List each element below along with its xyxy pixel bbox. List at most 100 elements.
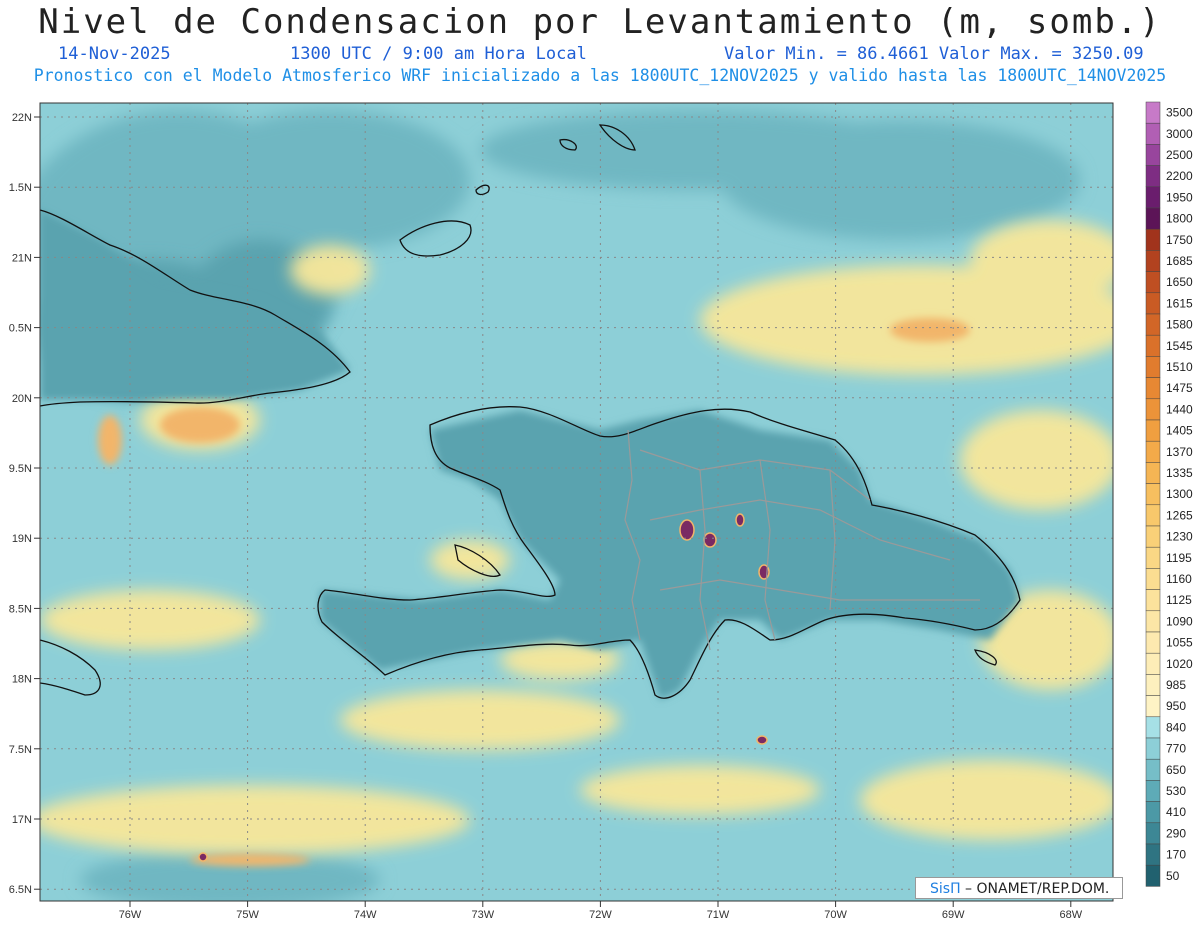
min-max-values: Valor Min. = 86.4661 Valor Max. = 3250.0… xyxy=(724,44,1144,64)
lon-tick-label: 75W xyxy=(236,909,259,921)
colorbar-swatch xyxy=(1145,101,1161,124)
colorbar-swatch xyxy=(1145,122,1161,145)
colorbar-label: 1800 xyxy=(1166,212,1193,226)
colorbar-label: 1265 xyxy=(1166,508,1193,522)
colorbar-label: 2500 xyxy=(1166,148,1193,162)
colorbar: 3500 3000 2500 2200 1950 1800 1750 1685 1650 1615… xyxy=(1145,101,1193,887)
colorbar-swatch xyxy=(1145,716,1161,739)
colorbar-swatch xyxy=(1145,334,1161,357)
colorbar-label: 770 xyxy=(1166,742,1186,756)
colorbar-label: 1440 xyxy=(1166,402,1193,416)
colorbar-label: 3000 xyxy=(1166,127,1193,141)
colorbar-swatch xyxy=(1145,525,1161,548)
colorbar-swatch xyxy=(1145,737,1161,760)
colorbar-label: 1055 xyxy=(1166,636,1193,650)
lat-tick-label: 1.5N xyxy=(9,182,32,194)
lon-tick-label: 73W xyxy=(471,909,494,921)
colorbar-label: 1650 xyxy=(1166,275,1193,289)
colorbar-label: 1685 xyxy=(1166,254,1193,268)
colorbar-label: 1475 xyxy=(1166,381,1193,395)
colorbar-label: 50 xyxy=(1166,869,1180,883)
forecast-date: 14-Nov-2025 xyxy=(58,44,171,64)
colorbar-swatch xyxy=(1145,483,1161,506)
colorbar-label: 1370 xyxy=(1166,445,1193,459)
colorbar-swatch xyxy=(1145,440,1161,463)
colorbar-swatch xyxy=(1145,144,1161,166)
colorbar-swatch xyxy=(1145,504,1161,527)
colorbar-label: 1090 xyxy=(1166,614,1193,628)
colorbar-swatch xyxy=(1145,758,1161,781)
colorbar-swatch xyxy=(1145,207,1161,230)
colorbar-label: 1615 xyxy=(1166,296,1193,310)
colorbar-swatch xyxy=(1145,610,1161,633)
colorbar-label: 1300 xyxy=(1166,487,1193,501)
province-borders xyxy=(624,429,980,651)
colorbar-swatch xyxy=(1145,398,1161,421)
lon-tick-label: 68W xyxy=(1059,909,1082,921)
colorbar-label: 2200 xyxy=(1166,169,1193,183)
colorbar-label: 650 xyxy=(1166,763,1186,777)
lon-tick-label: 76W xyxy=(119,909,142,921)
colorbar-label: 985 xyxy=(1166,678,1186,692)
colorbar-swatch xyxy=(1145,822,1161,845)
colorbar-label: 1020 xyxy=(1166,657,1193,671)
map-title: Nivel de Condensacion por Levantamiento … xyxy=(38,2,1162,42)
lat-tick-label: 0.5N xyxy=(9,323,32,335)
colorbar-swatch xyxy=(1145,419,1161,442)
colorbar-label: 840 xyxy=(1166,720,1186,734)
colorbar-swatch xyxy=(1145,165,1161,188)
credit-text: – ONAMET/REP.DOM. xyxy=(960,881,1110,897)
colorbar-swatch xyxy=(1145,864,1161,887)
lon-tick-label: 69W xyxy=(942,909,965,921)
colorbar-label: 1950 xyxy=(1166,190,1193,204)
coastlines xyxy=(39,124,1021,699)
graticule xyxy=(40,103,1113,901)
lat-tick-label: 21N xyxy=(12,252,32,264)
colorbar-swatch xyxy=(1145,546,1161,569)
colorbar-label: 1230 xyxy=(1166,530,1193,544)
lat-tick-label: 8.5N xyxy=(9,603,32,615)
colorbar-swatch xyxy=(1145,228,1161,251)
colorbar-swatch xyxy=(1145,801,1161,824)
colorbar-swatch xyxy=(1145,843,1161,866)
colorbar-label: 3500 xyxy=(1166,106,1193,120)
colorbar-swatch xyxy=(1145,313,1161,336)
colorbar-swatch xyxy=(1145,271,1161,294)
model-subtitle: Pronostico con el Modelo Atmosferico WRF… xyxy=(33,66,1167,85)
lat-tick-label: 17N xyxy=(12,814,32,826)
colorbar-swatch xyxy=(1145,652,1161,675)
lat-tick-label: 6.5N xyxy=(9,884,32,896)
colorbar-label: 950 xyxy=(1166,699,1186,713)
colorbar-label: 1405 xyxy=(1166,424,1193,438)
colorbar-label: 1195 xyxy=(1166,551,1192,565)
colorbar-label: 410 xyxy=(1166,805,1186,819)
longitude-labels: 76W 75W 74W 73W 72W 71W 70W 69W 68W xyxy=(119,901,1083,921)
colorbar-label: 290 xyxy=(1166,826,1186,840)
colorbar-swatch xyxy=(1145,631,1161,654)
lon-tick-label: 70W xyxy=(824,909,847,921)
lat-tick-label: 19N xyxy=(12,533,32,545)
colorbar-label: 1125 xyxy=(1166,593,1192,607)
lon-tick-label: 74W xyxy=(354,909,377,921)
lat-tick-label: 7.5N xyxy=(9,744,32,756)
lon-tick-label: 72W xyxy=(589,909,612,921)
lon-tick-label: 71W xyxy=(707,909,730,921)
colorbar-label: 170 xyxy=(1166,848,1186,862)
colorbar-label: 1335 xyxy=(1166,466,1193,480)
colorbar-swatch xyxy=(1145,292,1161,315)
colorbar-label: 530 xyxy=(1166,784,1186,798)
colorbar-swatch xyxy=(1145,356,1161,378)
colorbar-label: 1545 xyxy=(1166,339,1193,353)
latitude-labels: 22N 1.5N 21N 0.5N 20N 9.5N 19N 8.5N 18N 7.5N 17N 6.… xyxy=(9,112,40,896)
colorbar-swatch xyxy=(1145,780,1161,802)
colorbar-label: 1750 xyxy=(1166,233,1193,247)
shaded-field xyxy=(40,103,1113,901)
colorbar-swatch xyxy=(1145,462,1161,484)
colorbar-swatch xyxy=(1145,568,1161,590)
colorbar-label: 1160 xyxy=(1166,572,1192,586)
colorbar-swatch xyxy=(1145,674,1161,696)
colorbar-label: 1580 xyxy=(1166,318,1193,332)
credit-box: SisΠ – ONAMET/REP.DOM. xyxy=(915,877,1123,899)
colorbar-swatch xyxy=(1145,250,1161,272)
